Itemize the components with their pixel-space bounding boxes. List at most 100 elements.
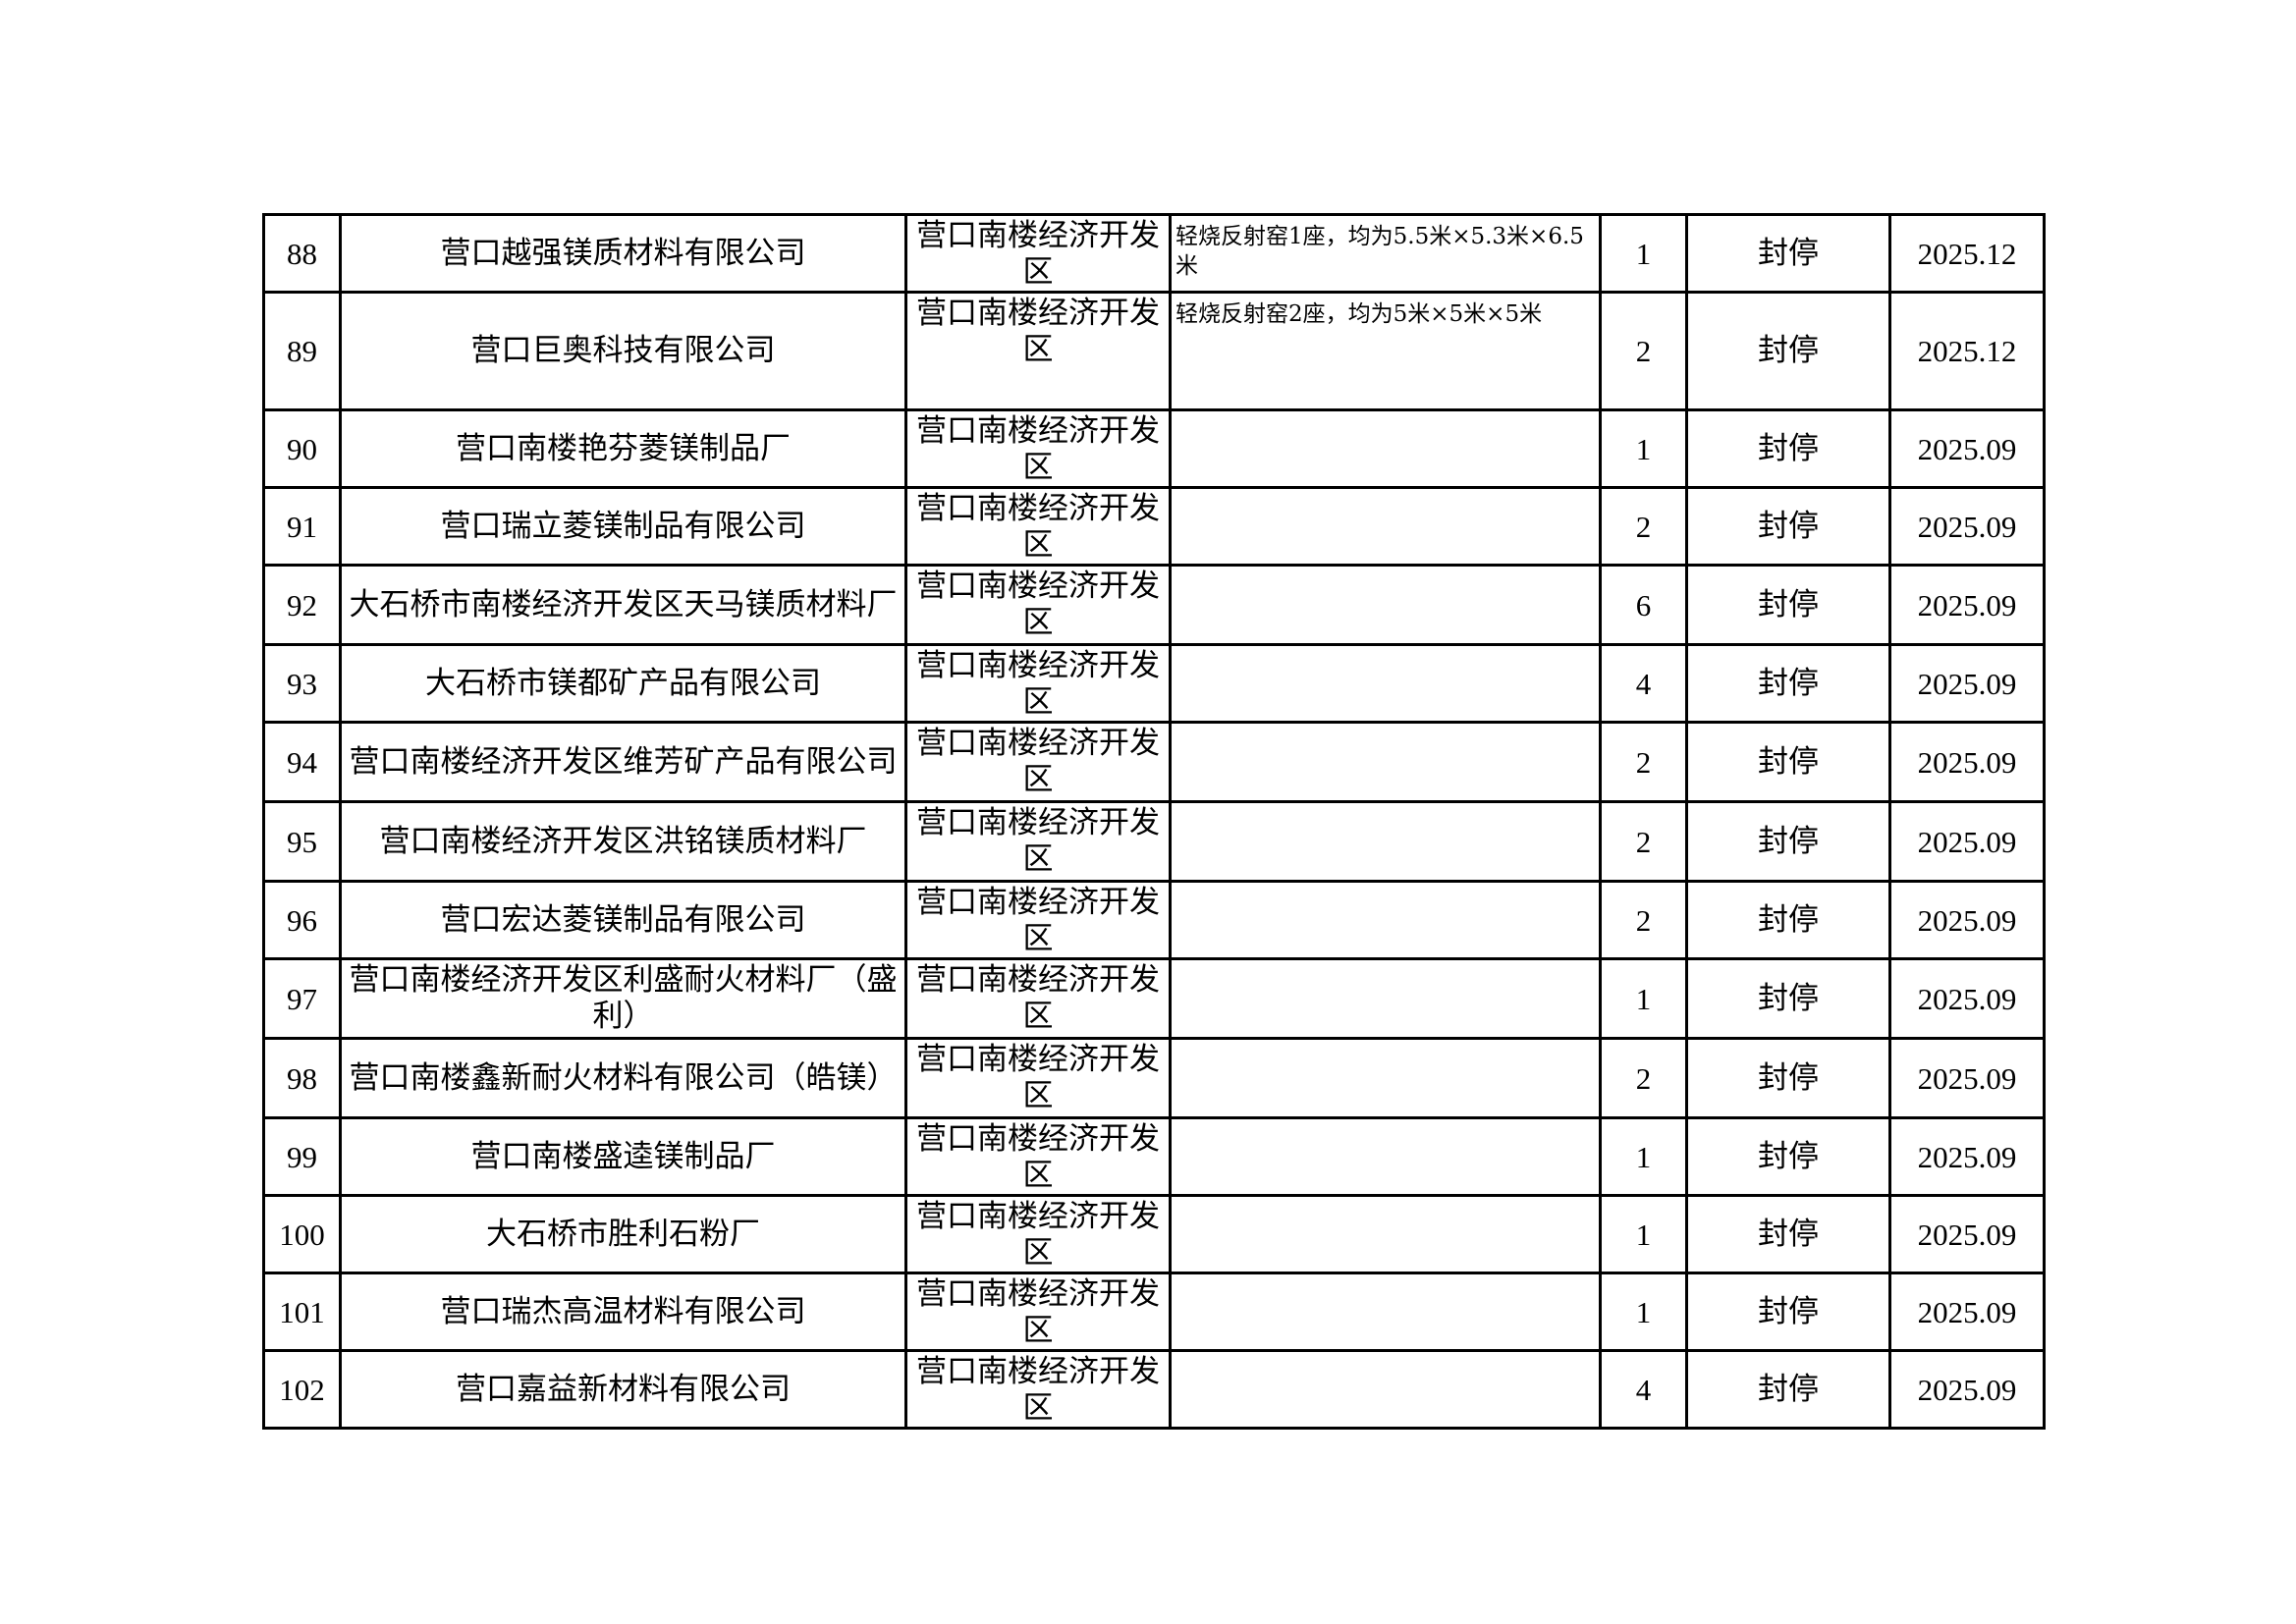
status-cell: 封停 (1685, 213, 1891, 294)
kiln-description-cell: 轻烧反射窑1座，均为5.5米×5.3米×6.5米 (1169, 213, 1602, 294)
kiln-description-cell (1169, 721, 1602, 803)
deadline-date-cell: 2025.09 (1888, 800, 2046, 883)
kiln-count-cell: 4 (1599, 643, 1688, 724)
table-row: 99 营口南楼盛逵镁制品厂 营口南楼经济开发区 1 封停 2025.09 (262, 1116, 2046, 1197)
status-cell: 封停 (1685, 408, 1891, 489)
kiln-count-cell: 2 (1599, 1037, 1688, 1119)
kiln-count-cell: 2 (1599, 291, 1688, 411)
row-number-cell: 94 (262, 721, 342, 803)
row-number-cell: 99 (262, 1116, 342, 1197)
table-row: 89 营口巨奥科技有限公司 营口南楼经济开发区 轻烧反射窑2座，均为5米×5米×5米 2… (262, 291, 2046, 411)
company-name-cell: 大石桥市镁都矿产品有限公司 (339, 643, 907, 724)
company-name-cell: 营口南楼艳芬菱镁制品厂 (339, 408, 907, 489)
deadline-date-cell: 2025.09 (1888, 1349, 2046, 1430)
company-name-cell: 营口宏达菱镁制品有限公司 (339, 880, 907, 960)
kiln-description-cell (1169, 1037, 1602, 1119)
region-cell: 营口南楼经济开发区 (904, 1037, 1172, 1119)
kiln-count-cell: 2 (1599, 721, 1688, 803)
table-row: 97 营口南楼经济开发区利盛耐火材料厂（盛利） 营口南楼经济开发区 1 封停 2025.0… (262, 957, 2046, 1040)
row-number-cell: 98 (262, 1037, 342, 1119)
row-number-cell: 95 (262, 800, 342, 883)
kiln-count-cell: 1 (1599, 1194, 1688, 1274)
row-number-cell: 89 (262, 291, 342, 411)
region-cell: 营口南楼经济开发区 (904, 1272, 1172, 1352)
table-row: 100 大石桥市胜利石粉厂 营口南楼经济开发区 1 封停 2025.09 (262, 1194, 2046, 1274)
row-number-cell: 96 (262, 880, 342, 960)
region-cell: 营口南楼经济开发区 (904, 721, 1172, 803)
company-name-cell: 营口南楼盛逵镁制品厂 (339, 1116, 907, 1197)
deadline-date-cell: 2025.09 (1888, 721, 2046, 803)
table-row: 96 营口宏达菱镁制品有限公司 营口南楼经济开发区 2 封停 2025.09 (262, 880, 2046, 960)
table-row: 98 营口南楼鑫新耐火材料有限公司（皓镁） 营口南楼经济开发区 2 封停 2025.09 (262, 1037, 2046, 1119)
kiln-description-cell (1169, 1194, 1602, 1274)
region-cell: 营口南楼经济开发区 (904, 800, 1172, 883)
kiln-count-cell: 1 (1599, 213, 1688, 294)
deadline-date-cell: 2025.09 (1888, 1194, 2046, 1274)
company-name-cell: 营口南楼经济开发区维芳矿产品有限公司 (339, 721, 907, 803)
status-cell: 封停 (1685, 880, 1891, 960)
kiln-count-cell: 1 (1599, 1116, 1688, 1197)
deadline-date-cell: 2025.09 (1888, 1272, 2046, 1352)
status-cell: 封停 (1685, 1116, 1891, 1197)
region-cell: 营口南楼经济开发区 (904, 564, 1172, 646)
kiln-count-cell: 1 (1599, 957, 1688, 1040)
region-cell: 营口南楼经济开发区 (904, 486, 1172, 567)
row-number-cell: 91 (262, 486, 342, 567)
deadline-date-cell: 2025.09 (1888, 957, 2046, 1040)
company-name-cell: 营口瑞立菱镁制品有限公司 (339, 486, 907, 567)
status-cell: 封停 (1685, 564, 1891, 646)
kiln-description-cell (1169, 408, 1602, 489)
kiln-count-cell: 1 (1599, 408, 1688, 489)
kiln-description-cell (1169, 486, 1602, 567)
company-name-cell: 大石桥市南楼经济开发区天马镁质材料厂 (339, 564, 907, 646)
status-cell: 封停 (1685, 957, 1891, 1040)
deadline-date-cell: 2025.09 (1888, 408, 2046, 489)
kiln-count-cell: 4 (1599, 1349, 1688, 1430)
table-row: 91 营口瑞立菱镁制品有限公司 营口南楼经济开发区 2 封停 2025.09 (262, 486, 2046, 567)
row-number-cell: 93 (262, 643, 342, 724)
deadline-date-cell: 2025.09 (1888, 880, 2046, 960)
row-number-cell: 88 (262, 213, 342, 294)
status-cell: 封停 (1685, 1272, 1891, 1352)
enterprise-table: 88 营口越强镁质材料有限公司 营口南楼经济开发区 轻烧反射窑1座，均为5.5米×5.… (262, 213, 2046, 1430)
table-row: 95 营口南楼经济开发区洪铭镁质材料厂 营口南楼经济开发区 2 封停 2025.09 (262, 800, 2046, 883)
region-cell: 营口南楼经济开发区 (904, 880, 1172, 960)
row-number-cell: 101 (262, 1272, 342, 1352)
kiln-count-cell: 1 (1599, 1272, 1688, 1352)
row-number-cell: 97 (262, 957, 342, 1040)
company-name-cell: 营口巨奥科技有限公司 (339, 291, 907, 411)
status-cell: 封停 (1685, 800, 1891, 883)
status-cell: 封停 (1685, 486, 1891, 567)
kiln-count-cell: 2 (1599, 800, 1688, 883)
table-row: 88 营口越强镁质材料有限公司 营口南楼经济开发区 轻烧反射窑1座，均为5.5米×5.… (262, 213, 2046, 294)
kiln-count-cell: 2 (1599, 880, 1688, 960)
kiln-description-cell (1169, 1116, 1602, 1197)
region-cell: 营口南楼经济开发区 (904, 643, 1172, 724)
deadline-date-cell: 2025.09 (1888, 643, 2046, 724)
company-name-cell: 营口越强镁质材料有限公司 (339, 213, 907, 294)
deadline-date-cell: 2025.09 (1888, 1116, 2046, 1197)
deadline-date-cell: 2025.09 (1888, 486, 2046, 567)
company-name-cell: 营口南楼经济开发区洪铭镁质材料厂 (339, 800, 907, 883)
status-cell: 封停 (1685, 291, 1891, 411)
status-cell: 封停 (1685, 721, 1891, 803)
region-cell: 营口南楼经济开发区 (904, 213, 1172, 294)
region-cell: 营口南楼经济开发区 (904, 1194, 1172, 1274)
status-cell: 封停 (1685, 1194, 1891, 1274)
company-name-cell: 大石桥市胜利石粉厂 (339, 1194, 907, 1274)
region-cell: 营口南楼经济开发区 (904, 1349, 1172, 1430)
company-name-cell: 营口南楼经济开发区利盛耐火材料厂（盛利） (339, 957, 907, 1040)
row-number-cell: 100 (262, 1194, 342, 1274)
kiln-description-cell (1169, 880, 1602, 960)
region-cell: 营口南楼经济开发区 (904, 291, 1172, 411)
kiln-description-cell (1169, 564, 1602, 646)
table-row: 93 大石桥市镁都矿产品有限公司 营口南楼经济开发区 4 封停 2025.09 (262, 643, 2046, 724)
kiln-description-cell (1169, 800, 1602, 883)
row-number-cell: 92 (262, 564, 342, 646)
kiln-count-cell: 6 (1599, 564, 1688, 646)
table-row: 90 营口南楼艳芬菱镁制品厂 营口南楼经济开发区 1 封停 2025.09 (262, 408, 2046, 489)
row-number-cell: 90 (262, 408, 342, 489)
table-row: 92 大石桥市南楼经济开发区天马镁质材料厂 营口南楼经济开发区 6 封停 2025.09 (262, 564, 2046, 646)
deadline-date-cell: 2025.09 (1888, 564, 2046, 646)
status-cell: 封停 (1685, 643, 1891, 724)
